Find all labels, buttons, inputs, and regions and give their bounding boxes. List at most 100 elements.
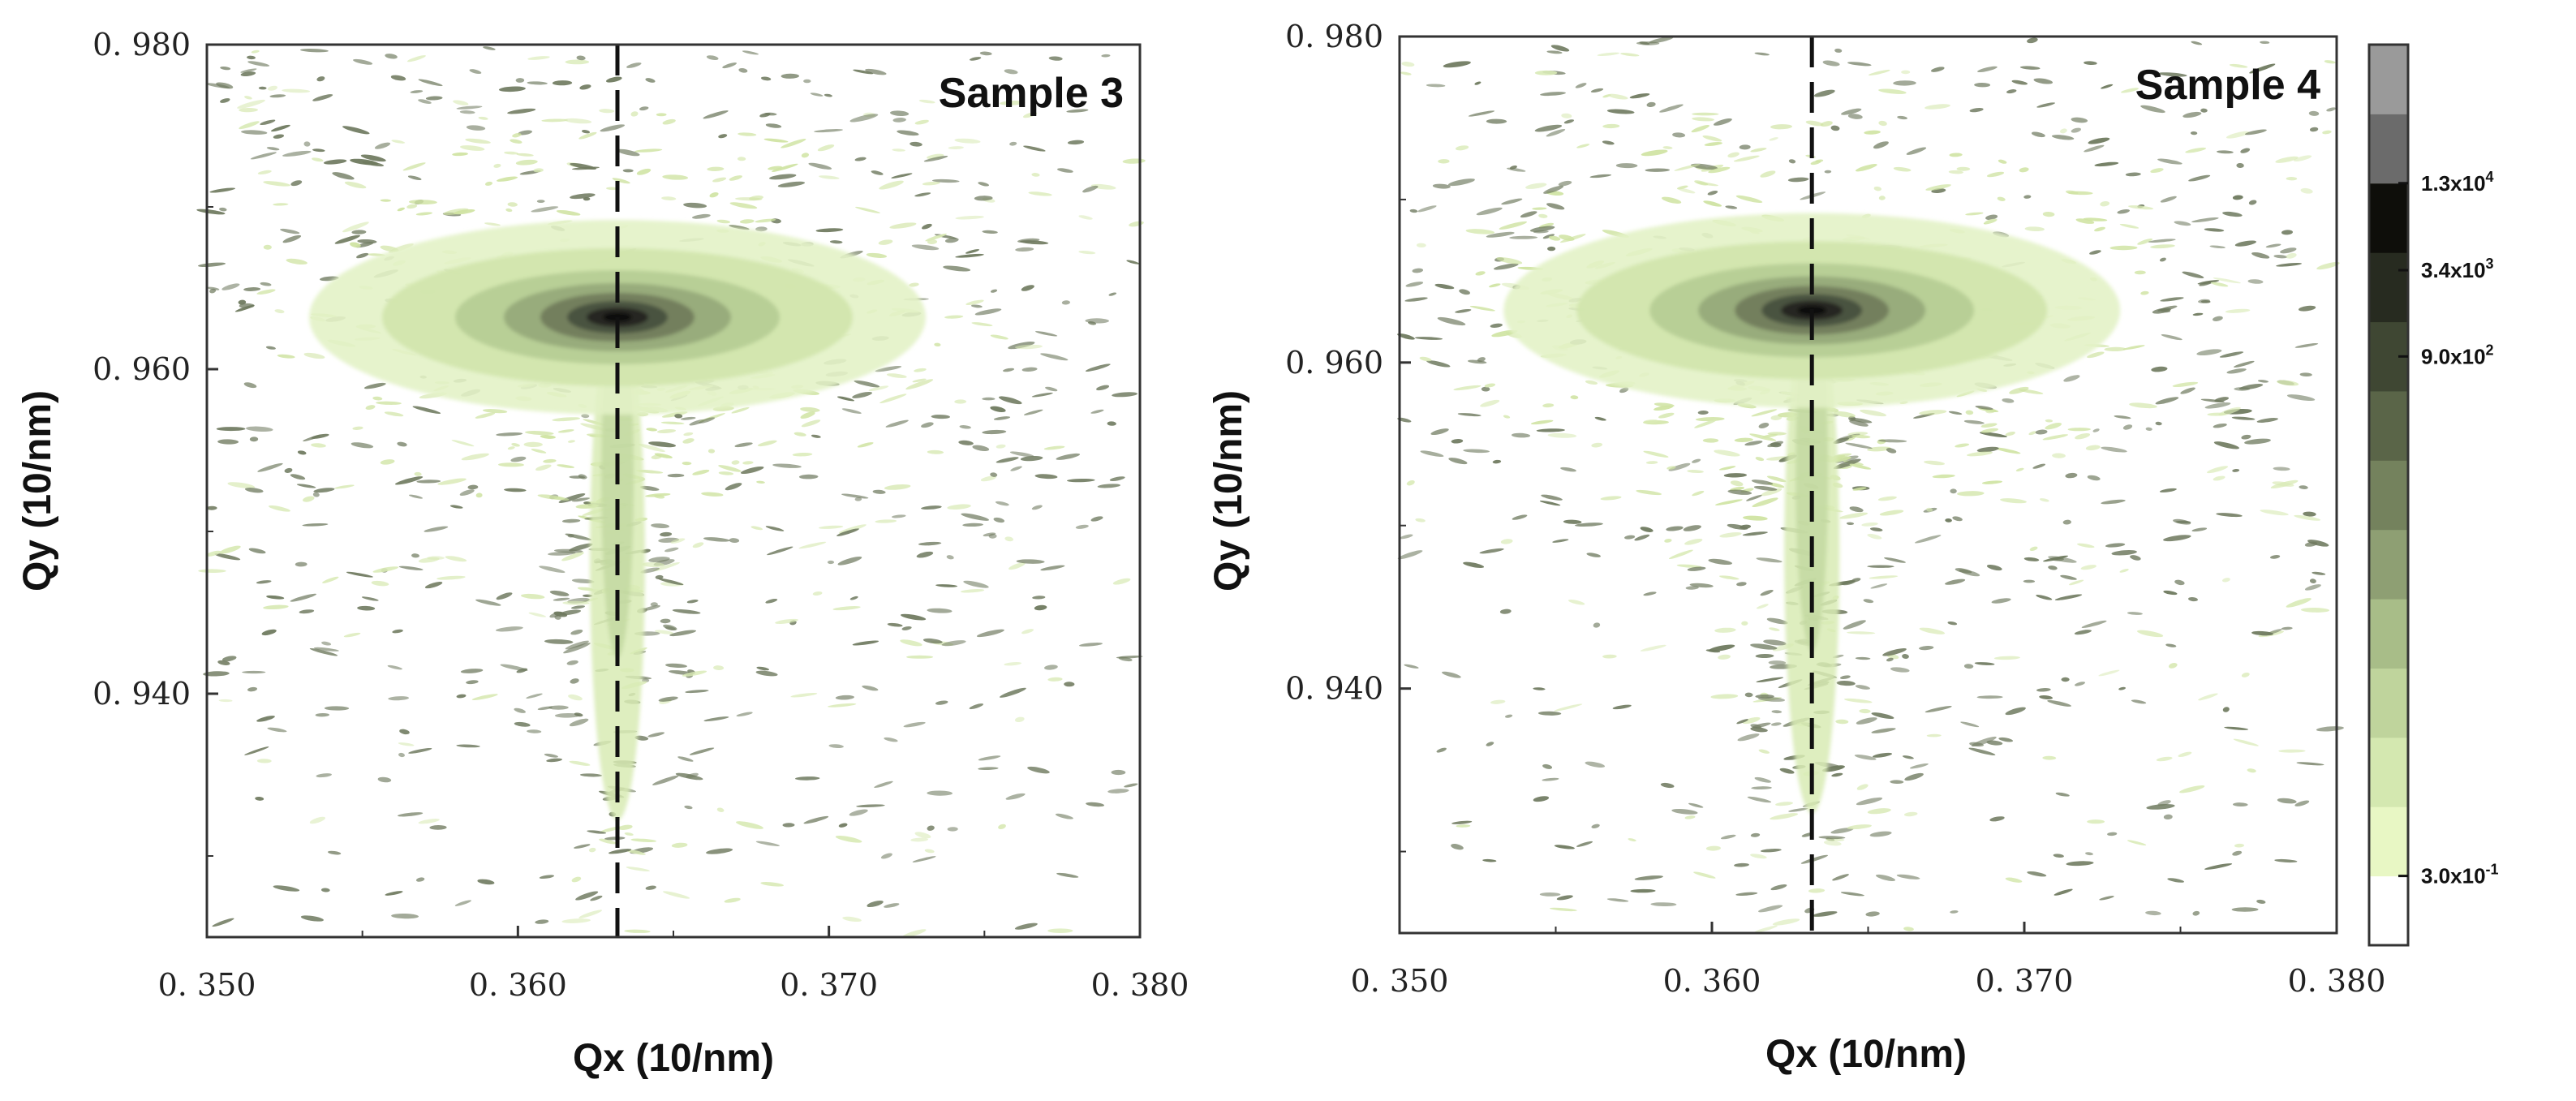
speckle-point bbox=[1465, 229, 1495, 234]
colorbar-tick-exponent: 4 bbox=[2486, 169, 2494, 185]
speckle-point bbox=[507, 202, 518, 207]
speckle-point bbox=[533, 168, 544, 173]
speckle-point bbox=[2308, 110, 2320, 116]
speckle-point bbox=[256, 580, 272, 584]
speckle-point bbox=[1532, 207, 1547, 210]
speckle-point bbox=[1404, 664, 1419, 669]
speckle-point bbox=[1409, 209, 1418, 213]
speckle-point bbox=[1869, 575, 1899, 579]
speckle-point bbox=[1980, 428, 1999, 433]
speckle-point bbox=[2011, 80, 2028, 85]
speckle-point bbox=[537, 706, 553, 711]
speckle-point bbox=[1976, 695, 2003, 699]
speckle-point bbox=[979, 51, 992, 56]
speckle-point bbox=[737, 157, 746, 161]
speckle-point bbox=[267, 727, 287, 733]
speckle-point bbox=[539, 875, 555, 880]
speckle-point bbox=[707, 166, 725, 172]
speckle-point bbox=[974, 196, 993, 201]
speckle-point bbox=[1854, 754, 1877, 760]
speckle-point bbox=[1746, 494, 1763, 501]
speckle-point bbox=[2098, 669, 2120, 677]
speckle-point bbox=[284, 467, 293, 473]
speckle-point bbox=[1969, 107, 1984, 113]
speckle-point bbox=[536, 200, 545, 204]
speckle-point bbox=[1641, 149, 1668, 157]
speckle-point bbox=[248, 548, 266, 554]
speckle-point bbox=[600, 124, 626, 132]
speckle-point bbox=[990, 406, 1006, 412]
speckle-point bbox=[414, 471, 422, 476]
speckle-point bbox=[2130, 555, 2141, 561]
speckle-point bbox=[781, 139, 806, 148]
speckle-point bbox=[2027, 37, 2038, 44]
speckle-point bbox=[554, 614, 561, 620]
speckle-point bbox=[1948, 411, 1963, 415]
speckle-point bbox=[889, 222, 917, 229]
speckle-point bbox=[2087, 475, 2101, 481]
speckle-point bbox=[657, 578, 684, 586]
speckle-point bbox=[648, 441, 677, 448]
speckle-point bbox=[660, 421, 685, 425]
speckle-point bbox=[1010, 466, 1022, 471]
speckle-point bbox=[835, 835, 862, 843]
speckle-point bbox=[206, 505, 217, 510]
speckle-point bbox=[2204, 402, 2231, 409]
speckle-point bbox=[1770, 722, 1782, 726]
speckle-point bbox=[1684, 815, 1696, 819]
speckle-point bbox=[1869, 527, 1883, 532]
speckle-point bbox=[1486, 118, 1507, 124]
speckle-point bbox=[1490, 699, 1506, 704]
colorbar-band bbox=[2369, 806, 2408, 877]
speckle-point bbox=[1914, 535, 1942, 544]
speckle-point bbox=[469, 69, 482, 75]
speckle-point bbox=[815, 228, 844, 233]
speckle-point bbox=[197, 262, 226, 268]
speckle-point bbox=[1055, 813, 1073, 819]
speckle-point bbox=[1924, 104, 1950, 110]
speckle-point bbox=[763, 138, 789, 143]
speckle-point bbox=[947, 827, 958, 832]
speckle-point bbox=[1695, 417, 1725, 422]
speckle-point bbox=[1735, 195, 1763, 204]
speckle-point bbox=[471, 694, 498, 700]
speckle-point bbox=[1770, 415, 1783, 420]
speckle-point bbox=[2039, 695, 2053, 700]
speckle-point bbox=[1713, 118, 1732, 126]
speckle-point bbox=[552, 80, 573, 86]
speckle-point bbox=[556, 209, 581, 216]
speckle-point bbox=[634, 148, 663, 153]
speckle-point bbox=[205, 550, 221, 557]
speckle-point bbox=[2015, 467, 2024, 472]
speckle-point bbox=[2005, 707, 2026, 716]
speckle-point bbox=[691, 213, 711, 219]
speckle-point bbox=[1542, 777, 1559, 781]
speckle-point bbox=[965, 249, 980, 254]
speckle-point bbox=[914, 192, 931, 197]
speckle-point bbox=[1770, 813, 1799, 820]
speckle-point bbox=[397, 207, 405, 212]
speckle-point bbox=[626, 62, 642, 68]
speckle-point bbox=[944, 80, 952, 84]
speckle-point bbox=[570, 678, 579, 684]
speckle-point bbox=[993, 416, 1011, 420]
speckle-point bbox=[990, 334, 1008, 340]
speckle-point bbox=[1436, 747, 1447, 753]
speckle-point bbox=[1742, 531, 1768, 536]
speckle-point bbox=[764, 112, 777, 116]
speckle-point bbox=[390, 75, 406, 81]
speckle-point bbox=[1512, 514, 1528, 520]
speckle-point bbox=[1986, 740, 2003, 746]
speckle-point bbox=[817, 144, 835, 152]
speckle-point bbox=[515, 159, 538, 166]
speckle-point bbox=[297, 450, 307, 455]
speckle-point bbox=[2160, 297, 2184, 302]
speckle-point bbox=[1800, 854, 1829, 864]
speckle-point bbox=[1952, 516, 1963, 522]
speckle-point bbox=[2183, 111, 2202, 118]
speckle-point bbox=[1640, 644, 1666, 652]
speckle-point bbox=[1822, 60, 1840, 67]
speckle-point bbox=[1730, 480, 1744, 487]
speckle-point bbox=[220, 66, 231, 71]
speckle-point bbox=[2027, 871, 2047, 877]
